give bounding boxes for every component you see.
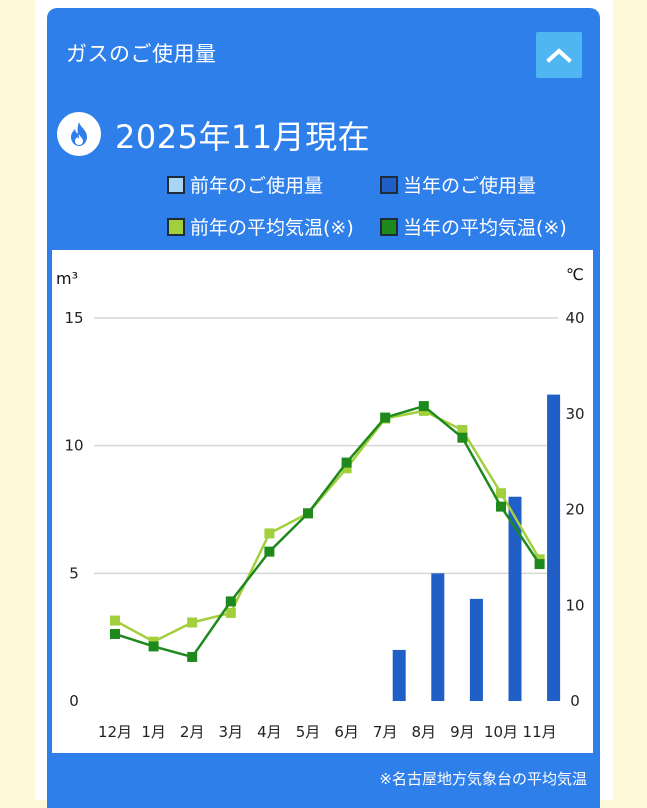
- card-title: ガスのご使用量: [66, 42, 217, 66]
- gas-usage-card: ガスのご使用量 2025年11月現在 前年のご使用量 当年のご使用量 前年の平均…: [47, 8, 600, 808]
- temperature-point: [496, 501, 506, 512]
- flame-icon: [71, 122, 87, 146]
- legend-swatch-curr-usage: [380, 175, 398, 194]
- x-tick-label: 4月: [257, 723, 282, 741]
- temperature-point: [225, 596, 236, 607]
- x-tick-label: 8月: [412, 723, 437, 741]
- flame-badge: [57, 112, 101, 156]
- usage-bar: [547, 394, 561, 701]
- temperature-point: [496, 488, 506, 499]
- as-of-date: 2025年11月現在: [115, 118, 371, 156]
- y-left-tick-label: 5: [69, 564, 79, 582]
- temperature-point: [187, 651, 198, 662]
- temperature-point: [264, 546, 275, 557]
- temperature-point: [303, 508, 313, 519]
- temperature-point: [110, 615, 120, 626]
- temperature-point: [187, 617, 198, 628]
- usage-bar: [469, 598, 483, 701]
- y-left-axis-label: m³: [56, 269, 78, 288]
- y-left-tick-label: 0: [69, 692, 79, 710]
- legend-curr-usage[interactable]: 当年のご使用量: [380, 171, 536, 198]
- temperature-point: [264, 528, 275, 539]
- chevron-up-icon: [546, 48, 572, 63]
- x-tick-label: 2月: [180, 723, 205, 741]
- temperature-point: [341, 457, 352, 468]
- y-right-tick-label: 10: [565, 596, 584, 614]
- usage-temperature-chart: 0 5 10 15 0 10 20 30 40 m³ ℃ 12月 1月 2月 3月 4月 5月 6月 7月 8月 9月 1…: [56, 265, 585, 741]
- legend-prev-temp[interactable]: 前年の平均気温(※): [167, 213, 354, 240]
- y-right-tick-label: 30: [565, 405, 584, 423]
- usage-bar: [508, 496, 522, 701]
- collapse-button[interactable]: [536, 32, 582, 78]
- y-right-axis-label: ℃: [566, 265, 584, 284]
- temperature-point: [457, 425, 468, 436]
- x-tick-label: 3月: [219, 723, 244, 741]
- temperature-point: [148, 641, 159, 652]
- temperature-line: [114, 404, 541, 659]
- temperature-point: [225, 607, 236, 618]
- x-tick-label: 7月: [373, 723, 398, 741]
- x-tick-label: 6月: [334, 723, 359, 741]
- temperature-point: [110, 628, 120, 639]
- temperature-point: [380, 412, 391, 423]
- legend-swatch-curr-temp: [380, 217, 398, 236]
- x-tick-label: 9月: [450, 723, 475, 741]
- y-right-tick-label: 0: [570, 692, 580, 710]
- temperature-point: [534, 559, 545, 570]
- temperature-point: [341, 463, 352, 474]
- footnote: ※名古屋地方気象台の平均気温: [379, 770, 587, 788]
- chart-panel: 0 5 10 15 0 10 20 30 40 m³ ℃ 12月 1月 2月 3月 4月 5月 6月 7月 8月 9月 1…: [52, 250, 593, 753]
- x-tick-label: 5月: [296, 723, 321, 741]
- legend-curr-temp[interactable]: 当年の平均気温(※): [380, 213, 567, 240]
- y-right-tick-label: 40: [565, 309, 584, 327]
- temperature-point: [418, 401, 429, 412]
- x-tick-label: 11月: [523, 723, 557, 741]
- legend-swatch-prev-temp: [167, 217, 185, 236]
- legend-label-curr-usage: 当年のご使用量: [403, 175, 537, 197]
- x-tick-label: 10月: [484, 723, 518, 741]
- temperature-point: [457, 432, 468, 443]
- x-tick-label: 1月: [141, 723, 166, 741]
- legend-label-prev-temp: 前年の平均気温(※): [190, 217, 354, 239]
- x-tick-label: 12月: [98, 723, 132, 741]
- usage-bar: [392, 649, 406, 701]
- y-right-tick-label: 20: [565, 501, 584, 519]
- legend-prev-usage[interactable]: 前年のご使用量: [167, 171, 323, 198]
- legend-label-prev-usage: 前年のご使用量: [190, 175, 324, 197]
- temperature-line: [114, 409, 541, 644]
- y-left-tick-label: 10: [64, 437, 83, 455]
- legend-swatch-prev-usage: [167, 175, 185, 194]
- y-left-tick-label: 15: [64, 309, 83, 327]
- usage-bar: [431, 573, 445, 701]
- legend-label-curr-temp: 当年の平均気温(※): [403, 217, 567, 239]
